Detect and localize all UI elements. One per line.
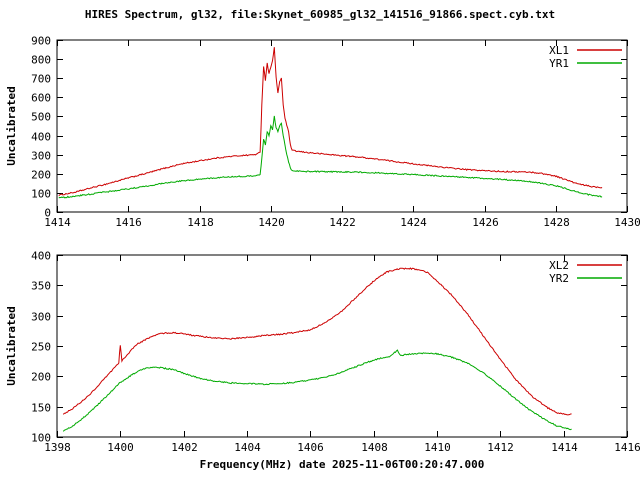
svg-text:1414: 1414 (551, 441, 578, 454)
svg-text:XL2: XL2 (549, 259, 569, 272)
svg-text:900: 900 (31, 35, 51, 48)
svg-text:400: 400 (31, 250, 51, 263)
svg-text:1430: 1430 (614, 216, 640, 229)
svg-text:YR1: YR1 (549, 57, 569, 70)
svg-text:Uncalibrated: Uncalibrated (5, 306, 18, 385)
svg-text:1404: 1404 (234, 441, 261, 454)
svg-text:Frequency(MHz) date 2025-11-06: Frequency(MHz) date 2025-11-06T00:20:47.… (200, 458, 485, 471)
svg-text:200: 200 (31, 169, 51, 182)
svg-text:300: 300 (31, 311, 51, 324)
svg-text:1422: 1422 (329, 216, 356, 229)
svg-text:100: 100 (31, 188, 51, 201)
svg-text:1400: 1400 (107, 441, 134, 454)
svg-text:400: 400 (31, 131, 51, 144)
svg-text:200: 200 (31, 371, 51, 384)
svg-text:350: 350 (31, 280, 51, 293)
svg-text:800: 800 (31, 54, 51, 67)
svg-text:1416: 1416 (115, 216, 142, 229)
svg-text:600: 600 (31, 92, 51, 105)
svg-text:1416: 1416 (614, 441, 640, 454)
svg-text:1410: 1410 (424, 441, 451, 454)
svg-text:0: 0 (44, 207, 51, 220)
svg-text:100: 100 (31, 432, 51, 445)
svg-text:500: 500 (31, 111, 51, 124)
svg-text:250: 250 (31, 341, 51, 354)
svg-text:1420: 1420 (258, 216, 285, 229)
svg-text:300: 300 (31, 150, 51, 163)
chart-title: HIRES Spectrum, gl32, file:Skynet_60985_… (84, 8, 556, 21)
svg-text:1414: 1414 (44, 216, 71, 229)
svg-text:XL1: XL1 (549, 44, 569, 57)
svg-text:150: 150 (31, 402, 51, 415)
svg-text:1408: 1408 (361, 441, 388, 454)
svg-text:1424: 1424 (400, 216, 427, 229)
svg-text:1402: 1402 (171, 441, 198, 454)
svg-text:YR2: YR2 (549, 272, 569, 285)
svg-text:1418: 1418 (187, 216, 214, 229)
svg-text:Uncalibrated: Uncalibrated (5, 86, 18, 165)
svg-text:1426: 1426 (472, 216, 499, 229)
svg-text:700: 700 (31, 73, 51, 86)
svg-text:1398: 1398 (44, 441, 71, 454)
svg-text:1412: 1412 (487, 441, 514, 454)
svg-text:1428: 1428 (543, 216, 570, 229)
svg-text:1406: 1406 (297, 441, 324, 454)
